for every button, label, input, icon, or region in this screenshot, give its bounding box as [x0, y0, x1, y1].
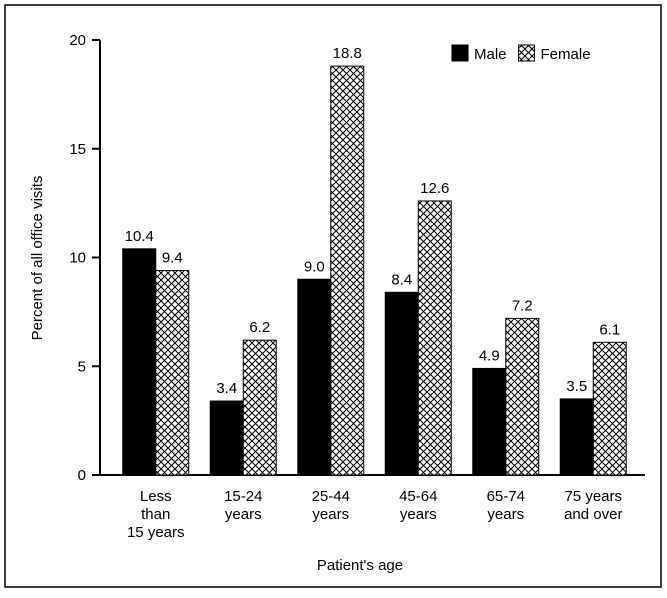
value-label: 3.5: [566, 378, 587, 395]
bar: [472, 367, 507, 476]
x-tick-label-line: Less: [140, 488, 172, 505]
bar: [330, 65, 365, 476]
y-tick-label: 15: [69, 141, 86, 158]
legend-label: Female: [541, 46, 591, 63]
bar: [559, 398, 594, 476]
x-tick-label-line: 65-74: [487, 488, 525, 505]
bar: [297, 278, 332, 476]
x-tick-label-line: 15 years: [127, 524, 185, 541]
x-tick-label-line: 45-64: [399, 488, 437, 505]
bar: [122, 248, 157, 476]
x-tick-label-line: than: [141, 506, 170, 523]
value-label: 8.4: [391, 271, 412, 288]
bar: [592, 341, 627, 476]
value-label: 12.6: [420, 180, 449, 197]
value-label: 4.9: [479, 347, 500, 364]
x-tick-label: 45-64 years: [399, 488, 437, 523]
x-tick-label-line: 15-24: [224, 488, 262, 505]
value-label: 7.2: [512, 297, 533, 314]
legend-swatch: [518, 44, 536, 62]
x-tick-label-line: 75 years: [564, 488, 622, 505]
frame: [4, 4, 662, 588]
value-label: 3.4: [216, 380, 237, 397]
bar: [417, 200, 452, 476]
bar: [505, 317, 540, 476]
y-tick-label: 20: [69, 32, 86, 49]
x-tick-label-line: years: [312, 506, 349, 523]
bar: [155, 270, 190, 476]
value-label: 9.4: [162, 250, 183, 267]
value-label: 6.1: [599, 321, 620, 338]
y-tick-label: 5: [78, 358, 86, 375]
x-tick-label-line: and over: [564, 506, 622, 523]
x-tick-label-line: years: [400, 506, 437, 523]
bar: [384, 291, 419, 476]
y-tick-label: 0: [78, 467, 86, 484]
value-label: 9.0: [304, 258, 325, 275]
bar: [209, 400, 244, 476]
value-label: 10.4: [125, 228, 154, 245]
legend-swatch: [451, 44, 469, 62]
x-tick-label: 15-24 years: [224, 488, 262, 523]
bar: [242, 339, 277, 476]
x-tick-label-line: years: [225, 506, 262, 523]
x-tick-label-line: years: [487, 506, 524, 523]
x-axis-label: Patient's age: [317, 557, 403, 574]
x-tick-label: 65-74 years: [487, 488, 525, 523]
value-label: 6.2: [249, 319, 270, 336]
x-tick-label-line: 25-44: [312, 488, 350, 505]
legend-label: Male: [474, 46, 507, 63]
y-tick-label: 10: [69, 250, 86, 267]
x-tick-label: 75 years and over: [564, 488, 622, 523]
x-tick-label: Less than 15 years: [127, 488, 185, 541]
x-tick-label: 25-44 years: [312, 488, 350, 523]
value-label: 18.8: [333, 45, 362, 62]
y-axis-label: Percent of all office visits: [29, 176, 46, 341]
